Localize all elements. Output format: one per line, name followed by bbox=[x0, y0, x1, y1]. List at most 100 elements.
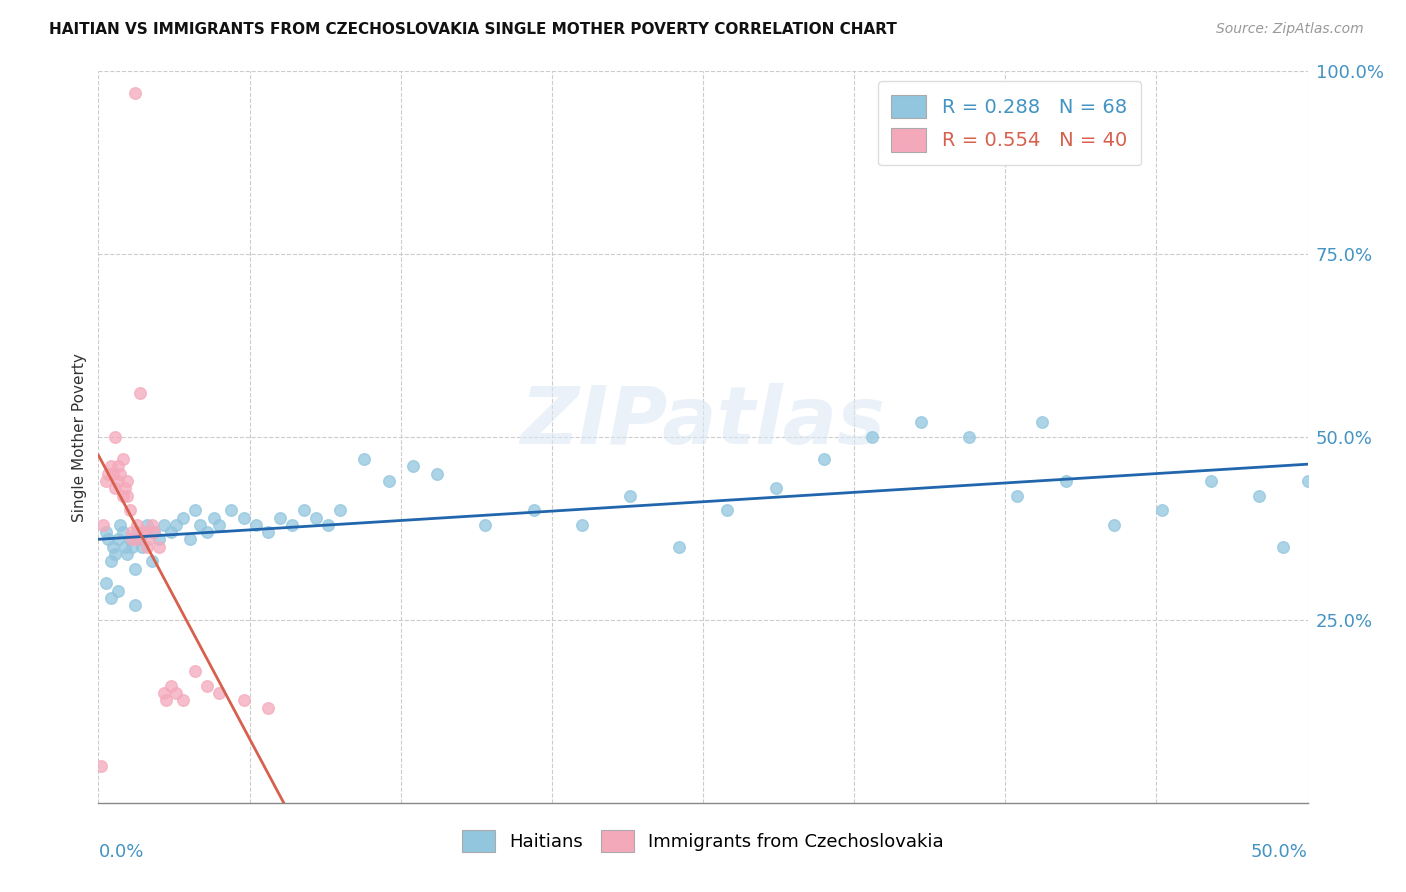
Point bbox=[305, 510, 328, 524]
Legend: Haitians, Immigrants from Czechoslovakia: Haitians, Immigrants from Czechoslovakia bbox=[456, 823, 950, 860]
Point bbox=[426, 467, 449, 481]
Point bbox=[128, 386, 150, 401]
Point bbox=[131, 525, 153, 540]
Point bbox=[208, 517, 231, 532]
Point bbox=[474, 517, 496, 532]
Point bbox=[184, 503, 207, 517]
Point bbox=[160, 525, 183, 540]
Point bbox=[232, 510, 254, 524]
Point bbox=[127, 517, 149, 532]
Point bbox=[1296, 474, 1319, 488]
Point bbox=[165, 686, 187, 700]
Point bbox=[668, 540, 690, 554]
Point bbox=[256, 700, 278, 714]
Point bbox=[100, 554, 122, 568]
Point bbox=[141, 554, 163, 568]
Point bbox=[184, 664, 207, 678]
Point bbox=[195, 525, 218, 540]
Point bbox=[245, 517, 267, 532]
Point bbox=[101, 540, 124, 554]
Point bbox=[1054, 474, 1077, 488]
Point bbox=[329, 503, 352, 517]
Point bbox=[127, 525, 149, 540]
Point bbox=[143, 525, 166, 540]
Point bbox=[135, 517, 157, 532]
Point bbox=[107, 533, 129, 547]
Point bbox=[1249, 489, 1271, 503]
Point bbox=[117, 547, 139, 561]
Point bbox=[1152, 503, 1174, 517]
Point bbox=[121, 533, 143, 547]
Point bbox=[353, 452, 375, 467]
Point bbox=[131, 540, 153, 554]
Point bbox=[124, 87, 146, 101]
Point bbox=[127, 533, 149, 547]
Point bbox=[571, 517, 593, 532]
Point bbox=[108, 517, 131, 532]
Point bbox=[188, 517, 211, 532]
Point bbox=[117, 474, 139, 488]
Point bbox=[179, 533, 201, 547]
Point bbox=[172, 693, 194, 707]
Point bbox=[523, 503, 546, 517]
Point bbox=[121, 540, 143, 554]
Point bbox=[957, 430, 980, 444]
Point bbox=[148, 533, 170, 547]
Point bbox=[292, 503, 315, 517]
Point bbox=[138, 533, 160, 547]
Point bbox=[1272, 540, 1295, 554]
Point bbox=[100, 591, 122, 605]
Point bbox=[148, 540, 170, 554]
Text: ZIPatlas: ZIPatlas bbox=[520, 384, 886, 461]
Point bbox=[143, 525, 166, 540]
Point bbox=[221, 503, 243, 517]
Point bbox=[114, 540, 136, 554]
Point bbox=[97, 533, 120, 547]
Point bbox=[118, 533, 141, 547]
Point bbox=[121, 525, 143, 540]
Point bbox=[160, 679, 183, 693]
Point bbox=[104, 547, 127, 561]
Point bbox=[281, 517, 304, 532]
Point bbox=[97, 467, 120, 481]
Point bbox=[94, 576, 117, 591]
Point bbox=[860, 430, 883, 444]
Point bbox=[94, 474, 117, 488]
Point bbox=[104, 481, 127, 495]
Point bbox=[111, 452, 134, 467]
Point bbox=[155, 693, 177, 707]
Point bbox=[195, 679, 218, 693]
Point bbox=[165, 517, 187, 532]
Text: 50.0%: 50.0% bbox=[1251, 843, 1308, 861]
Point bbox=[172, 510, 194, 524]
Point bbox=[100, 459, 122, 474]
Text: HAITIAN VS IMMIGRANTS FROM CZECHOSLOVAKIA SINGLE MOTHER POVERTY CORRELATION CHAR: HAITIAN VS IMMIGRANTS FROM CZECHOSLOVAKI… bbox=[49, 22, 897, 37]
Point bbox=[813, 452, 835, 467]
Point bbox=[124, 599, 146, 613]
Point bbox=[114, 481, 136, 495]
Point bbox=[118, 503, 141, 517]
Text: 0.0%: 0.0% bbox=[98, 843, 143, 861]
Point bbox=[104, 430, 127, 444]
Point bbox=[204, 510, 226, 524]
Point bbox=[256, 525, 278, 540]
Point bbox=[1199, 474, 1222, 488]
Point bbox=[90, 759, 112, 773]
Point bbox=[716, 503, 738, 517]
Point bbox=[269, 510, 291, 524]
Y-axis label: Single Mother Poverty: Single Mother Poverty bbox=[72, 352, 87, 522]
Point bbox=[128, 533, 150, 547]
Point bbox=[910, 416, 932, 430]
Point bbox=[141, 517, 163, 532]
Point bbox=[1031, 416, 1053, 430]
Point bbox=[108, 467, 131, 481]
Point bbox=[402, 459, 425, 474]
Text: Source: ZipAtlas.com: Source: ZipAtlas.com bbox=[1216, 22, 1364, 37]
Point bbox=[152, 517, 174, 532]
Point bbox=[1007, 489, 1029, 503]
Point bbox=[111, 489, 134, 503]
Point bbox=[117, 489, 139, 503]
Point bbox=[94, 525, 117, 540]
Point bbox=[619, 489, 641, 503]
Point bbox=[107, 474, 129, 488]
